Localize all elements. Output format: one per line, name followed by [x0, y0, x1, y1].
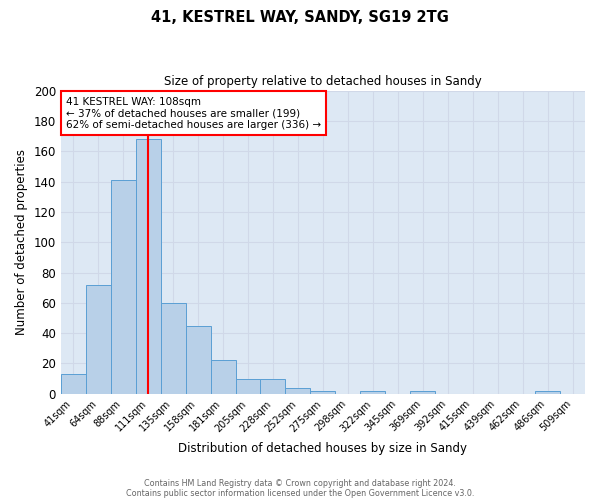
Bar	[260, 378, 286, 394]
Text: 41, KESTREL WAY, SANDY, SG19 2TG: 41, KESTREL WAY, SANDY, SG19 2TG	[151, 10, 449, 25]
Bar	[286, 388, 310, 394]
Bar	[61, 374, 86, 394]
Text: 41 KESTREL WAY: 108sqm
← 37% of detached houses are smaller (199)
62% of semi-de: 41 KESTREL WAY: 108sqm ← 37% of detached…	[66, 96, 321, 130]
Title: Size of property relative to detached houses in Sandy: Size of property relative to detached ho…	[164, 75, 482, 88]
Bar	[111, 180, 136, 394]
Bar	[211, 360, 236, 394]
Bar	[136, 139, 161, 394]
Text: Contains HM Land Registry data © Crown copyright and database right 2024.: Contains HM Land Registry data © Crown c…	[144, 478, 456, 488]
Bar	[86, 284, 111, 394]
Text: Contains public sector information licensed under the Open Government Licence v3: Contains public sector information licen…	[126, 488, 474, 498]
X-axis label: Distribution of detached houses by size in Sandy: Distribution of detached houses by size …	[178, 442, 467, 455]
Bar	[535, 391, 560, 394]
Bar	[236, 378, 260, 394]
Bar	[185, 326, 211, 394]
Bar	[161, 303, 185, 394]
Bar	[361, 391, 385, 394]
Bar	[410, 391, 435, 394]
Y-axis label: Number of detached properties: Number of detached properties	[15, 149, 28, 335]
Bar	[310, 391, 335, 394]
